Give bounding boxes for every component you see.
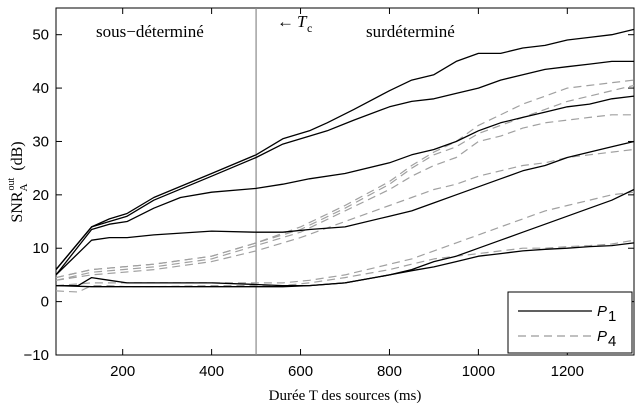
x-axis-label: Durée T des sources (ms) (269, 388, 422, 404)
series-line-p1-2 (55, 95, 635, 276)
legend-label-p4: P (597, 328, 607, 345)
y-tick-label-10: 10 (32, 240, 49, 257)
y-tick-label-0: 0 (41, 294, 49, 311)
threshold-label: ← T c (277, 12, 312, 35)
y-tick-label-20: 20 (32, 187, 49, 204)
y-tick-label-50: 50 (32, 27, 49, 44)
series-line-p4-8 (55, 114, 634, 281)
y-tick-label-40: 40 (32, 80, 49, 97)
y-tick-label-30: 30 (32, 133, 49, 150)
right-region-label: surdéterminé (366, 22, 455, 41)
legend-subscript-p4: 4 (608, 333, 616, 350)
series-line-p1-1 (55, 60, 634, 271)
left-region-label: sous−déterminé (96, 22, 204, 41)
threshold-arrow: ← (277, 12, 294, 31)
series-line-p1-3 (55, 140, 635, 276)
series-line-p1-5 (55, 242, 635, 288)
series-layer (55, 28, 635, 293)
y-label-unit: (dB) (9, 141, 26, 174)
series-line-p4-7 (55, 84, 635, 279)
series-line-p1-0 (55, 28, 635, 271)
legend: P 1 P 4 (507, 291, 633, 354)
x-tick-label-1000: 1000 (462, 363, 495, 380)
y-label-snr: SNR (9, 191, 26, 222)
threshold-subscript: c (307, 21, 312, 35)
y-axis-label: SNRAout (dB) (6, 141, 30, 222)
y-axis-label-text: SNRAout (dB) (6, 141, 30, 222)
y-label-sub: A (18, 183, 30, 191)
x-tick-label-600: 600 (288, 363, 313, 380)
legend-label-p1: P (597, 303, 607, 320)
legend-box (507, 291, 633, 354)
threshold-symbol: T (297, 12, 308, 31)
x-tick-label-200: 200 (110, 363, 135, 380)
y-label-sup: out (6, 178, 17, 191)
x-tick-label-800: 800 (377, 363, 402, 380)
x-tick-label-1200: 1200 (551, 363, 584, 380)
axis-ticks: 200 400 600 800 1000 1200 −10 0 10 20 30 40 50 (24, 8, 634, 380)
x-tick-label-400: 400 (199, 363, 224, 380)
y-tick-label--10: −10 (24, 347, 49, 364)
legend-subscript-p1: 1 (608, 308, 616, 325)
